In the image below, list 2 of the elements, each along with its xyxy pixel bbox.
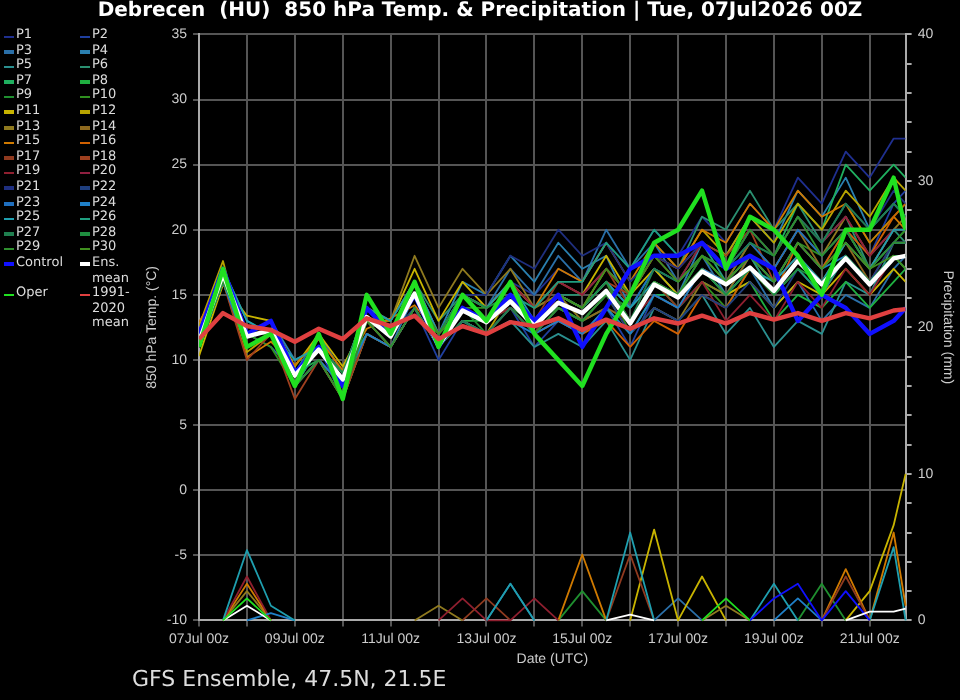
text: GFS Ensemble, 47.5N, 21.5E bbox=[132, 666, 447, 692]
chart-title: Debrecen (HU) 850 hPa Temp. & Precipitation | Tue, 07Jul2026 00Z bbox=[95, 0, 865, 22]
